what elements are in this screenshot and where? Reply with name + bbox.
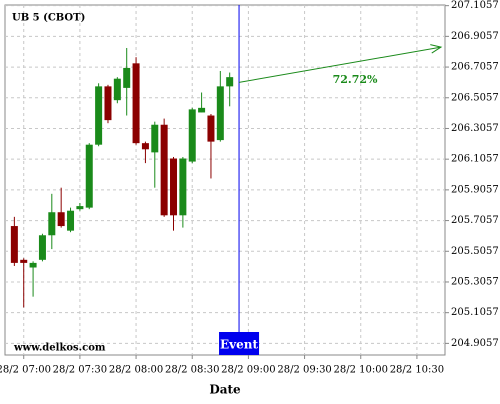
x-tick-label: 28/2 10:30	[390, 365, 444, 376]
x-tick-label: 28/2 08:30	[165, 365, 219, 376]
candle-body	[85, 144, 93, 208]
arrow-head	[430, 44, 443, 54]
y-tick-label: 206.5057	[451, 92, 499, 103]
y-tick-label: 205.5057	[451, 246, 499, 257]
candle-body	[67, 210, 75, 231]
x-tick-label: 28/2 08:00	[109, 365, 163, 376]
candle-body	[132, 63, 140, 144]
x-tick-label: 28/2 10:00	[334, 365, 388, 376]
x-axis-label: Date	[209, 383, 241, 397]
candle-body	[179, 158, 187, 216]
marks	[10, 47, 234, 308]
y-tick-label: 204.9057	[451, 338, 499, 349]
event-label: Event	[220, 338, 258, 352]
grid	[5, 5, 445, 355]
candle-body	[29, 262, 37, 268]
candle-body	[104, 86, 112, 121]
candle-body	[160, 124, 168, 216]
candle-body	[20, 259, 28, 263]
candle-body	[198, 107, 206, 113]
y-tick-label: 205.3057	[451, 276, 499, 287]
event-box	[219, 332, 260, 355]
candle-body	[123, 67, 131, 88]
x-tick-label: 28/2 07:30	[53, 365, 107, 376]
x-tick-label: 28/2 09:30	[277, 365, 331, 376]
y-tick-label: 206.9057	[451, 31, 499, 42]
y-tick-label: 206.7057	[451, 62, 499, 73]
candle-body	[57, 212, 65, 227]
forecast-arrow	[238, 46, 442, 83]
candle-body	[151, 124, 159, 153]
candle-body	[10, 226, 18, 263]
y-tick-label: 205.1057	[451, 307, 499, 318]
candle-body	[207, 115, 215, 142]
candle-body	[170, 158, 178, 216]
watermark: www.delkos.com	[13, 343, 106, 354]
y-tick-label: 206.3057	[451, 123, 499, 134]
candle-body	[48, 212, 56, 236]
arrow-label: 72.72%	[333, 73, 378, 86]
candle-body	[226, 77, 234, 87]
y-tick-label: 205.9057	[451, 184, 499, 195]
candle-body	[216, 86, 224, 141]
candle-body	[141, 143, 149, 150]
y-tick-label: 206.1057	[451, 154, 499, 165]
x-tick-label: 28/2 07:00	[0, 365, 51, 376]
candle-body	[76, 206, 84, 210]
candle-body	[113, 78, 121, 101]
candle-body	[38, 235, 46, 260]
chart-title: UB 5 (CBOT)	[12, 13, 85, 24]
candle-body	[188, 109, 196, 162]
y-tick-label: 205.7057	[451, 215, 499, 226]
candle-body	[95, 86, 103, 145]
y-tick-label: 207.1057	[451, 0, 499, 11]
x-tick-label: 28/2 09:00	[221, 365, 275, 376]
